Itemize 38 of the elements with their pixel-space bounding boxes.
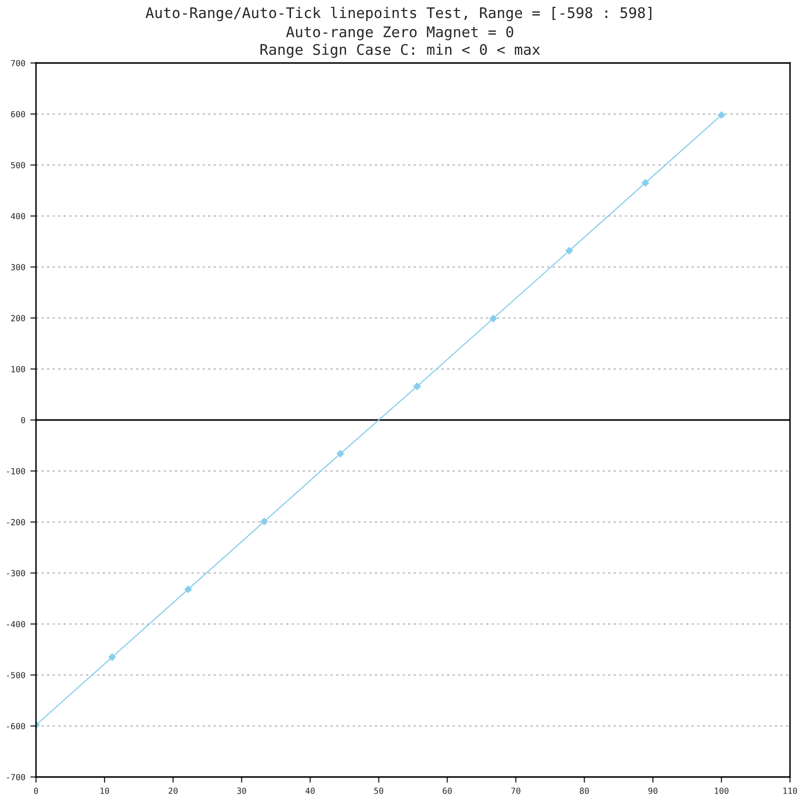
point [108, 653, 116, 662]
y-tick-label: -400 [6, 621, 26, 628]
x-tick-label: 50 [374, 788, 384, 794]
y-tick-label: -200 [6, 519, 26, 526]
point [641, 178, 650, 187]
x-tick-label: 40 [306, 788, 315, 794]
x-tick-label: 0 [34, 788, 38, 794]
chart-subtitle: Auto-range Zero Magnet = 0 Range Sign Case C: min < 0 < max [260, 26, 540, 58]
point [336, 450, 344, 458]
x-tick-label: 30 [237, 788, 246, 794]
y-tick-label: 100 [12, 366, 26, 372]
point [718, 111, 726, 119]
y-tick-label: 700 [11, 60, 26, 66]
y-tick-label: 500 [11, 162, 26, 168]
y-tick-label: -300 [6, 570, 26, 576]
chart-title: Auto-Range/Auto-Tick linepoints Test, Range = [-598 : 598] [146, 6, 652, 22]
y-tick-label: -500 [6, 672, 26, 678]
x-tick-label: 100 [714, 788, 728, 794]
x-tick-label: 110 [783, 788, 797, 794]
x-tick-label: 60 [442, 788, 452, 794]
point [260, 518, 268, 526]
y-tick-label: -100 [6, 468, 26, 474]
point [184, 585, 192, 594]
y-tick-label: 200 [11, 315, 26, 322]
x-tick-label: 20 [168, 788, 178, 794]
y-tick-label: 0 [21, 417, 26, 424]
point [565, 246, 574, 255]
y-tick-label: 400 [10, 213, 26, 220]
point [489, 314, 498, 322]
x-tick-label: 70 [511, 788, 520, 794]
x-tick-label: 90 [648, 788, 658, 794]
y-tick-label: -600 [6, 723, 26, 730]
y-tick-label: 600 [11, 111, 26, 118]
point [413, 382, 422, 390]
y-tick-label: -700 [6, 774, 26, 780]
x-tick-label: 80 [580, 788, 589, 794]
x-tick-label: 10 [100, 788, 110, 794]
y-tick-label: 300 [11, 264, 26, 270]
